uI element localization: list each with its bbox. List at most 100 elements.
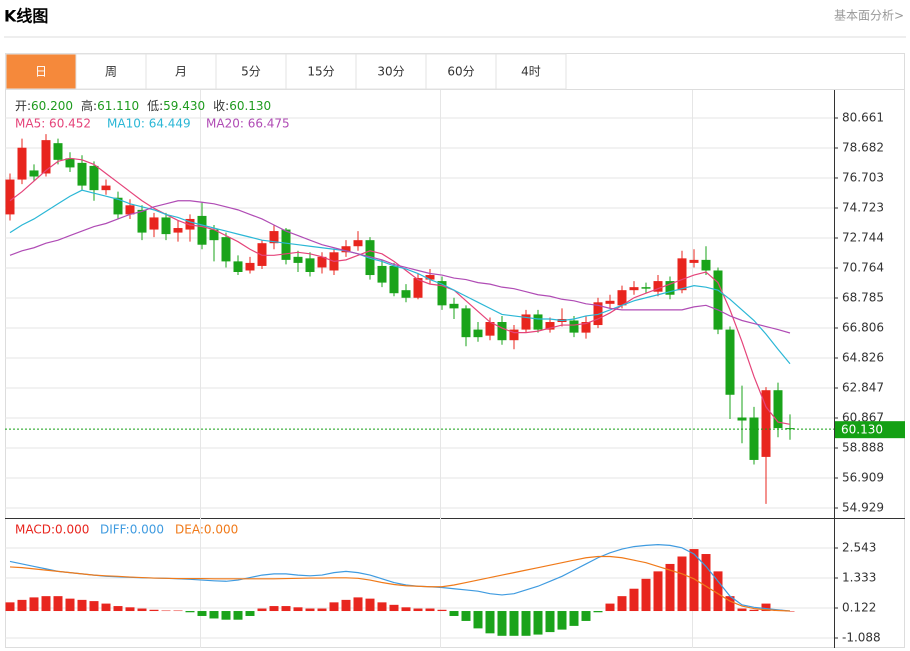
macd-bar: [293, 607, 303, 612]
candle-body: [269, 231, 279, 244]
y-tick-label: 74.723: [842, 200, 884, 214]
y-tick-label: 54.929: [842, 500, 884, 514]
tab-label[interactable]: 30分: [377, 65, 404, 79]
y-tick-label: 76.703: [842, 170, 884, 184]
tab[interactable]: [215, 53, 287, 90]
candle-body: [473, 329, 483, 338]
candle-body: [293, 256, 303, 263]
tab[interactable]: [5, 53, 77, 90]
indicator-line: [9, 555, 791, 612]
macd-bar: [461, 611, 471, 621]
tab[interactable]: [145, 53, 217, 90]
candle-body: [257, 243, 267, 266]
candle-body: [377, 265, 387, 283]
candle-body: [29, 170, 39, 177]
macd-bar: [149, 609, 159, 612]
macd-bar: [737, 608, 747, 612]
candle-body: [689, 259, 699, 263]
candle-body: [605, 300, 615, 304]
legend-item: DEA:0.000: [175, 523, 238, 537]
info-value: 61.110: [97, 99, 139, 113]
macd-bar: [209, 611, 219, 619]
macd-bar: [605, 603, 615, 612]
macd-bar: [65, 598, 75, 612]
macd-bar: [77, 599, 87, 612]
candle-body: [17, 147, 27, 180]
y-tick-label: 72.744: [842, 230, 884, 244]
tab[interactable]: [285, 53, 357, 90]
candle-body: [641, 287, 651, 289]
info-label: 开:: [15, 99, 31, 113]
candle-body: [545, 322, 555, 330]
candle-body: [245, 262, 255, 271]
macd-bar: [545, 611, 555, 633]
macd-bar: [29, 597, 39, 612]
candle-body: [341, 246, 351, 253]
y-tick-label: -1.088: [842, 630, 881, 644]
y-tick-label: 1.333: [842, 570, 876, 584]
info-label: 低:: [147, 99, 163, 113]
candle-body: [425, 275, 435, 280]
candle-body: [629, 287, 639, 291]
macd-bar: [317, 608, 327, 612]
macd-bar: [449, 611, 459, 616]
macd-bar: [89, 601, 99, 612]
y-tick-label: 62.847: [842, 380, 884, 394]
candle-body: [665, 281, 675, 295]
macd-bar: [509, 611, 519, 636]
macd-bar: [689, 549, 699, 612]
candle-body: [65, 158, 75, 168]
candle-body: [437, 281, 447, 306]
macd-bar: [653, 571, 663, 612]
macd-bar: [341, 599, 351, 612]
macd-bar: [365, 598, 375, 612]
candle-body: [221, 237, 231, 262]
candle-body: [197, 215, 207, 245]
tab-label[interactable]: 月: [175, 65, 187, 79]
candle-body: [185, 218, 195, 230]
y-tick-label: 56.909: [842, 470, 884, 484]
y-tick-label: 68.785: [842, 290, 884, 304]
tab-label[interactable]: 5分: [241, 65, 261, 79]
fundamental-link[interactable]: 基本面分析>: [834, 9, 904, 23]
ohlc-info: 开:60.200 高:61.110 低:59.430 收:60.130: [15, 98, 271, 113]
candle-body: [749, 417, 759, 460]
candle-body: [533, 314, 543, 330]
tab-label[interactable]: 4时: [521, 65, 541, 79]
tab-label[interactable]: 周: [105, 65, 117, 79]
candle-body: [581, 322, 591, 333]
tab[interactable]: [75, 53, 147, 90]
macd-bar: [281, 606, 291, 612]
macd-bar: [185, 611, 195, 613]
candle-body: [593, 302, 603, 326]
tab[interactable]: [495, 53, 567, 90]
candle-body: [485, 322, 495, 336]
candle-body: [497, 322, 507, 341]
macd-bar: [425, 608, 435, 612]
macd-bar: [197, 611, 207, 616]
macd-bar: [581, 611, 591, 621]
tab[interactable]: [355, 53, 427, 90]
macd-bar: [485, 611, 495, 634]
candle-body: [305, 258, 315, 272]
candle-body: [785, 428, 795, 430]
candle-body: [125, 205, 135, 215]
candle-body: [113, 197, 123, 215]
tab-label[interactable]: 60分: [447, 65, 474, 79]
candle-body: [761, 390, 771, 457]
legend-item: MA10: 64.449: [107, 117, 191, 131]
macd-bar: [269, 606, 279, 612]
tab-label[interactable]: 日: [35, 65, 47, 79]
candle-body: [569, 320, 579, 333]
info-label: 高:: [81, 98, 97, 113]
candle-body: [401, 290, 411, 298]
candle-body: [509, 329, 519, 341]
candle-body: [701, 259, 711, 271]
macd-bar: [17, 599, 27, 612]
macd-bar: [641, 578, 651, 612]
candle-body: [281, 229, 291, 260]
tab-label[interactable]: 15分: [307, 65, 334, 79]
candle-body: [353, 240, 363, 247]
y-tick-label: 70.764: [842, 260, 884, 274]
macd-bar: [101, 603, 111, 612]
